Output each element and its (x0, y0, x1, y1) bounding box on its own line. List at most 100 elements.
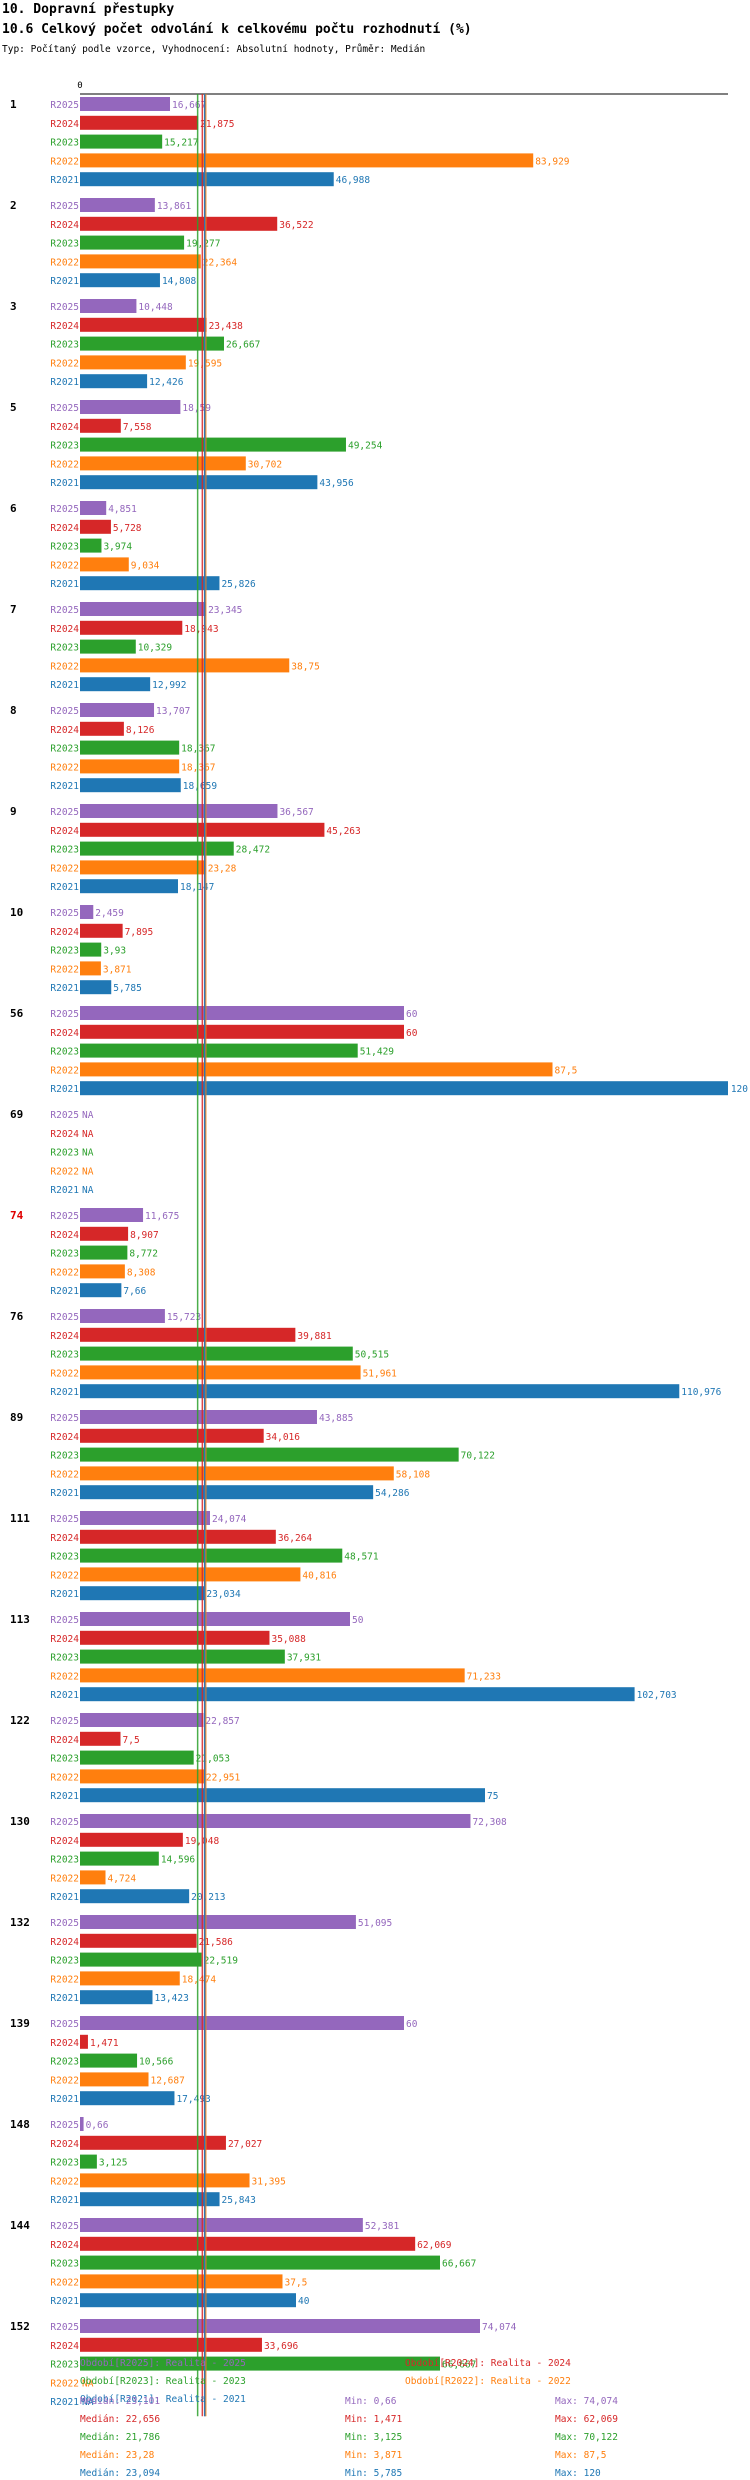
series-label-R2025: R2025 (50, 1716, 79, 1727)
value-label-1-R2022: 83,929 (535, 156, 570, 167)
bar-89-R2021 (80, 1485, 374, 1500)
series-label-R2022: R2022 (50, 1570, 79, 1581)
min-stat-R2025: Min: 0,66 (345, 2396, 397, 2407)
bar-132-R2022 (80, 1971, 180, 1986)
bar-6-R2021 (80, 576, 220, 591)
series-label-R2025: R2025 (50, 1312, 79, 1323)
bar-74-R2024 (80, 1226, 129, 1241)
series-label-R2025: R2025 (50, 1413, 79, 1424)
value-label-139-R2023: 10,566 (139, 2057, 174, 2068)
value-label-89-R2021: 54,286 (375, 1488, 410, 1499)
series-label-R2025: R2025 (50, 2120, 79, 2131)
bar-1-R2022 (80, 153, 534, 168)
value-label-89-R2022: 58,108 (396, 1469, 431, 1480)
bar-3-R2023 (80, 336, 225, 351)
value-label-5-R2023: 49,254 (348, 441, 383, 452)
bar-9-R2025 (80, 804, 278, 818)
series-label-R2024: R2024 (50, 2240, 79, 2251)
series-label-R2021: R2021 (50, 1387, 79, 1398)
value-label-56-R2023: 51,429 (360, 1047, 395, 1058)
bar-3-R2024 (80, 317, 207, 332)
value-label-2-R2021: 14,808 (162, 276, 197, 287)
series-label-R2024: R2024 (50, 927, 79, 938)
series-label-R2024: R2024 (50, 1028, 79, 1039)
value-label-111-R2024: 36,264 (278, 1533, 313, 1544)
median-stat-R2023: Medián: 21,786 (80, 2432, 160, 2443)
bar-3-R2022 (80, 355, 186, 370)
series-label-R2021: R2021 (50, 175, 79, 186)
bar-10-R2023 (80, 942, 102, 957)
value-label-122-R2021: 75 (487, 1791, 498, 1802)
series-label-R2023: R2023 (50, 2158, 79, 2169)
value-label-89-R2024: 34,016 (266, 1432, 301, 1443)
bar-5-R2023 (80, 437, 346, 452)
bar-122-R2021 (80, 1788, 485, 1803)
series-label-R2021: R2021 (50, 1084, 79, 1095)
group-label-5: 5 (10, 401, 17, 414)
bar-111-R2024 (80, 1529, 276, 1544)
bar-76-R2022 (80, 1365, 361, 1380)
value-label-144-R2024: 62,069 (417, 2240, 452, 2251)
series-label-R2021: R2021 (50, 781, 79, 792)
value-label-76-R2021: 110,976 (681, 1387, 721, 1398)
value-label-8-R2021: 18,659 (183, 781, 218, 792)
value-label-111-R2021: 23,034 (206, 1589, 241, 1600)
value-label-7-R2022: 38,75 (291, 661, 320, 672)
series-label-R2025: R2025 (50, 1009, 79, 1020)
value-label-2-R2023: 19,277 (186, 239, 220, 250)
value-label-113-R2025: 50 (352, 1615, 364, 1626)
series-label-R2021: R2021 (50, 680, 79, 691)
value-label-56-R2024: 60 (406, 1028, 418, 1039)
value-label-7-R2021: 12,992 (152, 680, 186, 691)
value-label-3-R2021: 12,426 (149, 377, 184, 388)
series-label-R2024: R2024 (50, 1432, 79, 1443)
series-label-R2022: R2022 (50, 257, 79, 268)
legend-item-R2021: Období[R2021]: Realita - 2021 (80, 2394, 246, 2405)
value-label-111-R2023: 48,571 (344, 1552, 379, 1563)
series-label-R2023: R2023 (50, 1350, 79, 1361)
value-label-56-R2022: 87,5 (555, 1065, 578, 1076)
series-label-R2022: R2022 (50, 1772, 79, 1783)
value-label-na: NA (82, 1110, 94, 1121)
bar-56-R2023 (80, 1043, 358, 1058)
value-label-9-R2022: 23,28 (208, 863, 237, 874)
series-label-R2021: R2021 (50, 1286, 79, 1297)
series-label-R2022: R2022 (50, 863, 79, 874)
bar-76-R2024 (80, 1327, 296, 1342)
bar-122-R2022 (80, 1769, 204, 1784)
value-label-6-R2022: 9,034 (131, 560, 160, 571)
series-label-R2025: R2025 (50, 2221, 79, 2232)
bar-2-R2024 (80, 216, 278, 231)
series-label-R2024: R2024 (50, 1735, 79, 1746)
group-label-74: 74 (10, 1209, 24, 1222)
series-label-R2023: R2023 (50, 239, 79, 250)
series-label-R2022: R2022 (50, 156, 79, 167)
series-label-R2024: R2024 (50, 2139, 79, 2150)
value-label-139-R2025: 60 (406, 2019, 418, 2030)
value-label-10-R2024: 7,895 (125, 927, 154, 938)
value-label-na: NA (82, 1185, 94, 1196)
value-label-122-R2022: 22,951 (206, 1772, 241, 1783)
group-label-2: 2 (10, 199, 17, 212)
bar-1-R2021 (80, 172, 334, 187)
value-label-132-R2021: 13,423 (154, 1993, 188, 2004)
value-label-122-R2025: 22,857 (205, 1716, 239, 1727)
min-stat-R2023: Min: 3,125 (345, 2432, 402, 2443)
bar-7-R2022 (80, 658, 290, 673)
value-label-3-R2023: 26,667 (226, 340, 260, 351)
series-label-R2021: R2021 (50, 377, 79, 388)
series-label-R2022: R2022 (50, 661, 79, 672)
value-label-3-R2024: 23,438 (209, 321, 244, 332)
bar-130-R2021 (80, 1889, 190, 1904)
series-label-R2025: R2025 (50, 605, 79, 616)
series-label-R2022: R2022 (50, 762, 79, 773)
series-label-R2024: R2024 (50, 1230, 79, 1241)
bar-5-R2024 (80, 418, 121, 433)
bar-130-R2025 (80, 1814, 471, 1828)
series-label-R2025: R2025 (50, 807, 79, 818)
series-label-R2023: R2023 (50, 1855, 79, 1866)
bar-8-R2023 (80, 740, 180, 755)
value-label-122-R2023: 21,053 (196, 1754, 230, 1765)
bar-113-R2022 (80, 1668, 465, 1683)
